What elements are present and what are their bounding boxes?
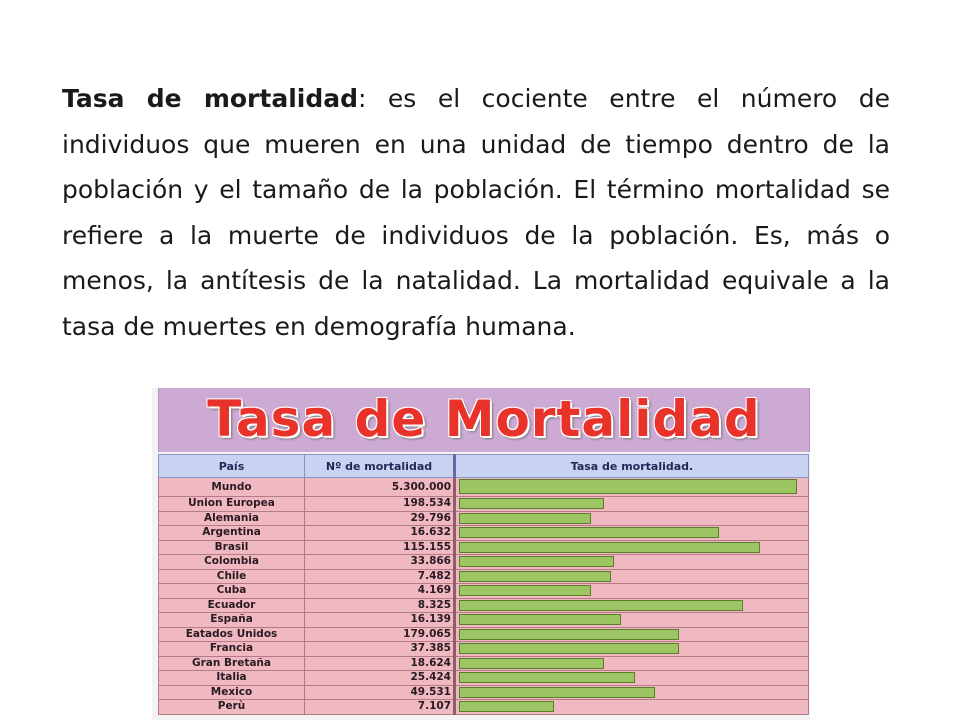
rate-bar-cell [453, 525, 809, 541]
mortality-count-cell: 33.866 [304, 554, 455, 570]
country-cell: Perù [158, 699, 305, 715]
table-row: Italia 25.424 [158, 670, 809, 686]
table-row: España 16.139 [158, 612, 809, 628]
rate-bar-cell [453, 568, 809, 584]
country-cell: Eatados Unidos [158, 626, 305, 642]
rate-bar [459, 701, 554, 712]
mortality-count-cell: 8.325 [304, 597, 455, 613]
country-cell: Colombia [158, 554, 305, 570]
rate-bar-cell [453, 641, 809, 657]
rate-bar-cell [453, 554, 809, 570]
rate-bar [459, 585, 591, 596]
rate-bar [459, 672, 635, 683]
mortality-count-cell: 115.155 [304, 539, 455, 555]
rate-bar-cell [453, 477, 809, 497]
rate-bar [459, 643, 679, 654]
mortality-count-cell: 198.534 [304, 496, 455, 512]
country-cell: Mundo [158, 477, 305, 497]
rate-bar-cell [453, 597, 809, 613]
table-row: Mundo 5.300.000 [158, 477, 809, 497]
mortality-count-cell: 7.482 [304, 568, 455, 584]
country-cell: Italia [158, 670, 305, 686]
rate-bar-cell [453, 539, 809, 555]
table-row: Brasil 115.155 [158, 539, 809, 555]
rate-bar [459, 686, 655, 698]
rate-bar-cell [453, 699, 809, 715]
rate-bar [459, 628, 679, 640]
table-row: Gran Bretaña 18.624 [158, 655, 809, 671]
country-cell: Mexico [158, 684, 305, 700]
table-header-row: País Nº de mortalidad Tasa de mortalidad… [158, 454, 809, 478]
rate-bar-cell [453, 583, 809, 599]
definition-text: : es el cociente entre el número de indi… [62, 84, 890, 341]
mortality-count-cell: 7.107 [304, 699, 455, 715]
table-row: Cuba 4.169 [158, 583, 809, 599]
table-row: Chile 7.482 [158, 568, 809, 584]
table-row: Argentina 16.632 [158, 525, 809, 541]
rate-bar [459, 614, 621, 625]
mortality-count-cell: 18.624 [304, 655, 455, 671]
mortality-count-cell: 25.424 [304, 670, 455, 686]
mortality-count-cell: 16.632 [304, 525, 455, 541]
mortality-table-image: Tasa de Mortalidad País Nº de mortalidad… [152, 388, 810, 720]
mortality-count-cell: 5.300.000 [304, 477, 455, 497]
mortality-count-cell: 29.796 [304, 510, 455, 526]
rate-bar [459, 657, 604, 669]
rate-bar-cell [453, 626, 809, 642]
table-row: Colombia 33.866 [158, 554, 809, 570]
rate-bar [459, 570, 611, 582]
column-header-rate: Tasa de mortalidad. [453, 454, 809, 478]
column-header-count: Nº de mortalidad [304, 454, 455, 478]
rate-bar [459, 556, 614, 567]
country-cell: Gran Bretaña [158, 655, 305, 671]
country-cell: Union Europea [158, 496, 305, 512]
country-cell: Chile [158, 568, 305, 584]
rate-bar-cell [453, 655, 809, 671]
country-cell: Argentina [158, 525, 305, 541]
rate-bar-cell [453, 510, 809, 526]
rate-bar [459, 512, 591, 524]
table-body: Mundo 5.300.000 Union Europea 198.534 Aleman… [158, 477, 809, 715]
mortality-count-cell: 37.385 [304, 641, 455, 657]
country-cell: Francia [158, 641, 305, 657]
country-cell: Cuba [158, 583, 305, 599]
definition-term: Tasa de mortalidad [62, 84, 358, 113]
mortality-table: País Nº de mortalidad Tasa de mortalidad… [158, 454, 809, 715]
rate-bar [459, 479, 797, 494]
rate-bar [459, 599, 743, 611]
mortality-count-cell: 179.065 [304, 626, 455, 642]
table-row: Francia 37.385 [158, 641, 809, 657]
table-row: Ecuador 8.325 [158, 597, 809, 613]
table-row: Alemania 29.796 [158, 510, 809, 526]
rate-bar-cell [453, 670, 809, 686]
mortality-count-cell: 49.531 [304, 684, 455, 700]
table-row: Union Europea 198.534 [158, 496, 809, 512]
figure-title: Tasa de Mortalidad [207, 390, 761, 448]
rate-bar [459, 527, 719, 538]
title-band: Tasa de Mortalidad [158, 388, 810, 452]
table-row: Eatados Unidos 179.065 [158, 626, 809, 642]
rate-bar [459, 498, 604, 509]
country-cell: Alemania [158, 510, 305, 526]
country-cell: Brasil [158, 539, 305, 555]
rate-bar-cell [453, 612, 809, 628]
country-cell: España [158, 612, 305, 628]
rate-bar-cell [453, 496, 809, 512]
table-row: Perù 7.107 [158, 699, 809, 715]
rate-bar-cell [453, 684, 809, 700]
country-cell: Ecuador [158, 597, 305, 613]
column-header-country: País [158, 454, 305, 478]
mortality-count-cell: 16.139 [304, 612, 455, 628]
table-row: Mexico 49.531 [158, 684, 809, 700]
rate-bar [459, 541, 760, 553]
definition-paragraph: Tasa de mortalidad: es el cociente entre… [62, 76, 890, 349]
mortality-count-cell: 4.169 [304, 583, 455, 599]
